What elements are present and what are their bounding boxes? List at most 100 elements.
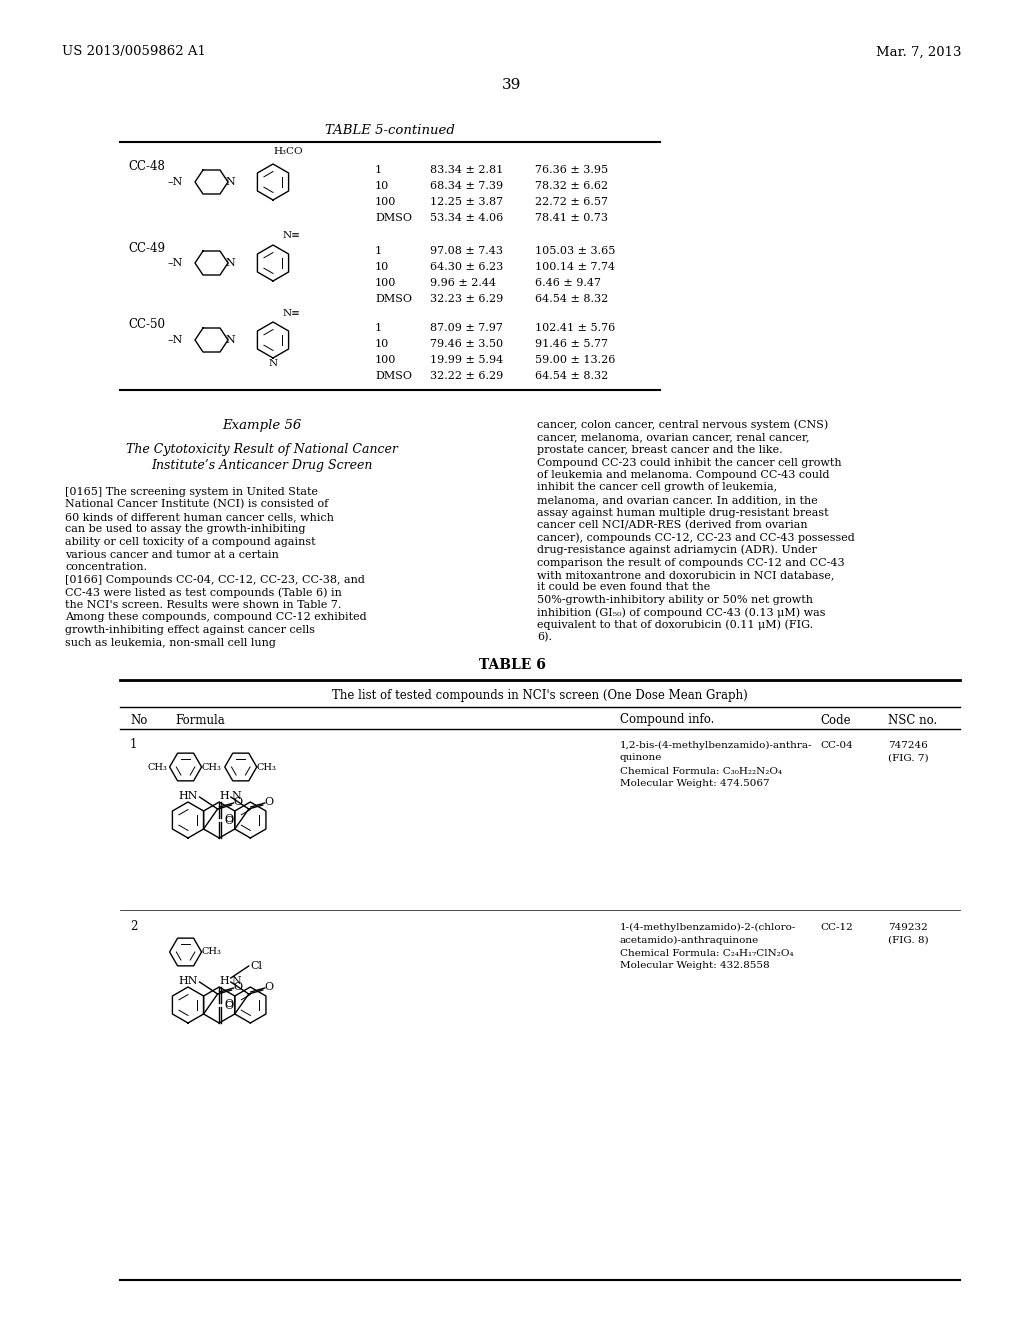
Text: growth-inhibiting effect against cancer cells: growth-inhibiting effect against cancer … bbox=[65, 624, 315, 635]
Text: (FIG. 8): (FIG. 8) bbox=[888, 936, 929, 945]
Text: –N: –N bbox=[168, 177, 183, 187]
Text: Formula: Formula bbox=[175, 714, 224, 726]
Text: 32.22 ± 6.29: 32.22 ± 6.29 bbox=[430, 371, 503, 381]
Text: (FIG. 7): (FIG. 7) bbox=[888, 754, 929, 763]
Text: DMSO: DMSO bbox=[375, 213, 412, 223]
Text: O: O bbox=[224, 999, 233, 1008]
Text: N≡: N≡ bbox=[283, 231, 301, 240]
Text: 1: 1 bbox=[375, 246, 382, 256]
Text: it could be even found that the: it could be even found that the bbox=[537, 582, 711, 593]
Text: 100: 100 bbox=[375, 279, 396, 288]
Text: H: H bbox=[219, 975, 228, 986]
Text: CH₃: CH₃ bbox=[202, 763, 221, 771]
Text: 22.72 ± 6.57: 22.72 ± 6.57 bbox=[535, 197, 608, 207]
Text: Example 56: Example 56 bbox=[222, 418, 302, 432]
Text: 1: 1 bbox=[375, 323, 382, 333]
Text: 10: 10 bbox=[375, 261, 389, 272]
Text: 64.54 ± 8.32: 64.54 ± 8.32 bbox=[535, 294, 608, 304]
Text: 59.00 ± 13.26: 59.00 ± 13.26 bbox=[535, 355, 615, 366]
Text: prostate cancer, breast cancer and the like.: prostate cancer, breast cancer and the l… bbox=[537, 445, 782, 455]
Text: O: O bbox=[265, 797, 273, 807]
Text: 97.08 ± 7.43: 97.08 ± 7.43 bbox=[430, 246, 503, 256]
Text: CC-48: CC-48 bbox=[128, 161, 165, 173]
Text: O: O bbox=[224, 1001, 233, 1011]
Text: 100.14 ± 7.74: 100.14 ± 7.74 bbox=[535, 261, 615, 272]
Text: DMSO: DMSO bbox=[375, 294, 412, 304]
Text: O: O bbox=[224, 816, 233, 826]
Text: Compound info.: Compound info. bbox=[620, 714, 715, 726]
Text: the NCI's screen. Results were shown in Table 7.: the NCI's screen. Results were shown in … bbox=[65, 601, 341, 610]
Text: Mar. 7, 2013: Mar. 7, 2013 bbox=[877, 45, 962, 58]
Text: O: O bbox=[233, 982, 243, 993]
Text: The Cytotoxicity Result of National Cancer: The Cytotoxicity Result of National Canc… bbox=[126, 442, 398, 455]
Text: quinone: quinone bbox=[620, 754, 663, 763]
Text: 2: 2 bbox=[130, 920, 137, 933]
Text: 64.54 ± 8.32: 64.54 ± 8.32 bbox=[535, 371, 608, 381]
Text: 76.36 ± 3.95: 76.36 ± 3.95 bbox=[535, 165, 608, 176]
Text: O: O bbox=[265, 982, 273, 993]
Text: 64.30 ± 6.23: 64.30 ± 6.23 bbox=[430, 261, 503, 272]
Text: CC-50: CC-50 bbox=[128, 318, 165, 331]
Text: CC-04: CC-04 bbox=[820, 741, 853, 750]
Text: 1: 1 bbox=[375, 165, 382, 176]
Text: HN: HN bbox=[178, 791, 198, 801]
Text: cancer, colon cancer, central nervous system (CNS): cancer, colon cancer, central nervous sy… bbox=[537, 420, 828, 430]
Text: 19.99 ± 5.94: 19.99 ± 5.94 bbox=[430, 355, 503, 366]
Text: Cl: Cl bbox=[251, 961, 263, 972]
Text: Institute’s Anticancer Drug Screen: Institute’s Anticancer Drug Screen bbox=[152, 458, 373, 471]
Text: 78.32 ± 6.62: 78.32 ± 6.62 bbox=[535, 181, 608, 191]
Text: The list of tested compounds in NCI's screen (One Dose Mean Graph): The list of tested compounds in NCI's sc… bbox=[332, 689, 748, 701]
Text: H₃CO: H₃CO bbox=[273, 147, 303, 156]
Text: 102.41 ± 5.76: 102.41 ± 5.76 bbox=[535, 323, 615, 333]
Text: No: No bbox=[130, 714, 147, 726]
Text: 100: 100 bbox=[375, 355, 396, 366]
Text: inhibit the cancer cell growth of leukemia,: inhibit the cancer cell growth of leukem… bbox=[537, 483, 777, 492]
Text: of leukemia and melanoma. Compound CC-43 could: of leukemia and melanoma. Compound CC-43… bbox=[537, 470, 829, 480]
Text: various cancer and tumor at a certain: various cancer and tumor at a certain bbox=[65, 549, 279, 560]
Text: 9.96 ± 2.44: 9.96 ± 2.44 bbox=[430, 279, 496, 288]
Text: 60 kinds of different human cancer cells, which: 60 kinds of different human cancer cells… bbox=[65, 512, 334, 521]
Text: 50%-growth-inhibitory ability or 50% net growth: 50%-growth-inhibitory ability or 50% net… bbox=[537, 595, 813, 605]
Text: concentration.: concentration. bbox=[65, 562, 147, 572]
Text: –N: –N bbox=[168, 257, 183, 268]
Text: 747246: 747246 bbox=[888, 741, 928, 750]
Text: N: N bbox=[225, 177, 234, 187]
Text: 6.46 ± 9.47: 6.46 ± 9.47 bbox=[535, 279, 601, 288]
Text: acetamido)-anthraquinone: acetamido)-anthraquinone bbox=[620, 936, 759, 945]
Text: 39: 39 bbox=[503, 78, 521, 92]
Text: ability or cell toxicity of a compound against: ability or cell toxicity of a compound a… bbox=[65, 537, 315, 546]
Text: 79.46 ± 3.50: 79.46 ± 3.50 bbox=[430, 339, 503, 348]
Text: equivalent to that of doxorubicin (0.11 μM) (FIG.: equivalent to that of doxorubicin (0.11 … bbox=[537, 619, 813, 630]
Text: HN: HN bbox=[178, 975, 198, 986]
Text: NSC no.: NSC no. bbox=[888, 714, 937, 726]
Text: N: N bbox=[225, 335, 234, 345]
Text: 1: 1 bbox=[130, 738, 137, 751]
Text: TABLE 5-continued: TABLE 5-continued bbox=[325, 124, 455, 136]
Text: CH₃: CH₃ bbox=[147, 763, 168, 771]
Text: comparison the result of compounds CC-12 and CC-43: comparison the result of compounds CC-12… bbox=[537, 557, 845, 568]
Text: [0166] Compounds CC-04, CC-12, CC-23, CC-38, and: [0166] Compounds CC-04, CC-12, CC-23, CC… bbox=[65, 576, 365, 585]
Text: CC-12: CC-12 bbox=[820, 923, 853, 932]
Text: cancer cell NCI/ADR-RES (derived from ovarian: cancer cell NCI/ADR-RES (derived from ov… bbox=[537, 520, 808, 531]
Text: US 2013/0059862 A1: US 2013/0059862 A1 bbox=[62, 45, 206, 58]
Text: 78.41 ± 0.73: 78.41 ± 0.73 bbox=[535, 213, 608, 223]
Text: 100: 100 bbox=[375, 197, 396, 207]
Text: H: H bbox=[219, 791, 228, 801]
Text: Compound CC-23 could inhibit the cancer cell growth: Compound CC-23 could inhibit the cancer … bbox=[537, 458, 842, 467]
Text: with mitoxantrone and doxorubicin in NCI database,: with mitoxantrone and doxorubicin in NCI… bbox=[537, 570, 835, 579]
Text: cancer), compounds CC-12, CC-23 and CC-43 possessed: cancer), compounds CC-12, CC-23 and CC-4… bbox=[537, 532, 855, 543]
Text: National Cancer Institute (NCI) is consisted of: National Cancer Institute (NCI) is consi… bbox=[65, 499, 329, 510]
Text: DMSO: DMSO bbox=[375, 371, 412, 381]
Text: melanoma, and ovarian cancer. In addition, in the: melanoma, and ovarian cancer. In additio… bbox=[537, 495, 818, 506]
Text: 749232: 749232 bbox=[888, 923, 928, 932]
Text: N: N bbox=[268, 359, 278, 367]
Text: Chemical Formula: C₂₄H₁₇ClN₂O₄: Chemical Formula: C₂₄H₁₇ClN₂O₄ bbox=[620, 949, 794, 957]
Text: O: O bbox=[233, 797, 243, 807]
Text: 87.09 ± 7.97: 87.09 ± 7.97 bbox=[430, 323, 503, 333]
Text: 10: 10 bbox=[375, 181, 389, 191]
Text: drug-resistance against adriamycin (ADR). Under: drug-resistance against adriamycin (ADR)… bbox=[537, 545, 817, 556]
Text: –N: –N bbox=[168, 335, 183, 345]
Text: 12.25 ± 3.87: 12.25 ± 3.87 bbox=[430, 197, 503, 207]
Text: 10: 10 bbox=[375, 339, 389, 348]
Text: Among these compounds, compound CC-12 exhibited: Among these compounds, compound CC-12 ex… bbox=[65, 612, 367, 623]
